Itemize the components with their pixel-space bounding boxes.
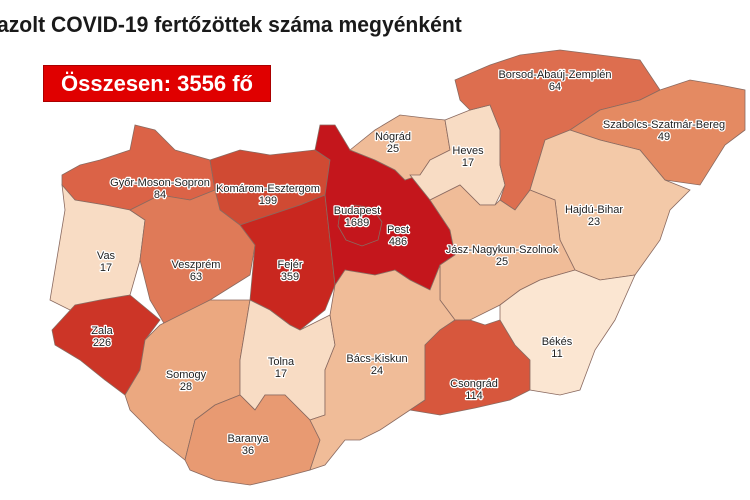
total-cases-label: Összesen: 3556 fő: [61, 70, 253, 96]
county-name-label: Heves: [452, 145, 484, 157]
county-value-label: 25: [387, 143, 399, 155]
county-name-label: Fejér: [277, 259, 302, 271]
county-name-label: Veszprém: [172, 259, 221, 271]
county-value-label: 17: [100, 262, 112, 274]
county-name-label: Hajdú-Bihar: [565, 204, 623, 216]
county-value-label: 36: [242, 445, 254, 457]
county-veszprem: [129, 189, 256, 326]
county-value-label: 486: [389, 236, 407, 248]
county-name-label: Vas: [97, 250, 116, 262]
county-value-label: 64: [549, 81, 561, 93]
county-value-label: 25: [496, 256, 508, 268]
county-value-label: 28: [180, 381, 192, 393]
county-value-label: 17: [462, 157, 474, 169]
county-name-label: Zala: [91, 325, 113, 337]
county-budapest: [337, 204, 383, 247]
county-value-label: 226: [93, 337, 111, 349]
county-bekes: [499, 269, 636, 396]
map-title: azolt COVID-19 fertőzöttek száma megyénk…: [0, 12, 462, 37]
county-name-label: Bács-Kiskun: [346, 353, 407, 365]
county-value-label: 63: [190, 271, 202, 283]
county-name-label: Baranya: [228, 433, 270, 445]
county-value-label: 23: [588, 216, 600, 228]
county-value-label: 359: [281, 271, 299, 283]
county-name-label: Tolna: [268, 356, 295, 368]
county-name-label: Győr-Moson-Sopron: [110, 177, 210, 189]
total-cases-box: Összesen: 3556 fő: [43, 65, 271, 102]
county-value-label: 11: [551, 348, 562, 360]
county-value-label: 24: [371, 365, 383, 377]
county-value-label: 17: [275, 368, 287, 380]
county-value-label: 49: [658, 131, 670, 143]
county-name-label: Budapest: [334, 205, 380, 217]
county-name-label: Nógrád: [375, 131, 411, 143]
county-gyor-moson-sopron: [61, 124, 216, 211]
county-name-label: Somogy: [166, 369, 207, 381]
county-name-label: Szabolcs-Szatmár-Bereg: [603, 119, 725, 131]
county-name-label: Csongrád: [450, 378, 498, 390]
county-value-label: 114: [465, 390, 483, 402]
county-value-label: 1689: [345, 217, 369, 229]
county-value-label: 84: [154, 189, 166, 201]
county-value-label: 199: [259, 195, 277, 207]
county-name-label: Pest: [387, 224, 409, 236]
county-name-label: Borsod-Abaúj-Zemplén: [498, 69, 611, 81]
county-name-label: Békés: [542, 336, 573, 348]
county-name-label: Jász-Nagykun-Szolnok: [446, 244, 559, 256]
county-name-label: Komárom-Esztergom: [216, 183, 320, 195]
